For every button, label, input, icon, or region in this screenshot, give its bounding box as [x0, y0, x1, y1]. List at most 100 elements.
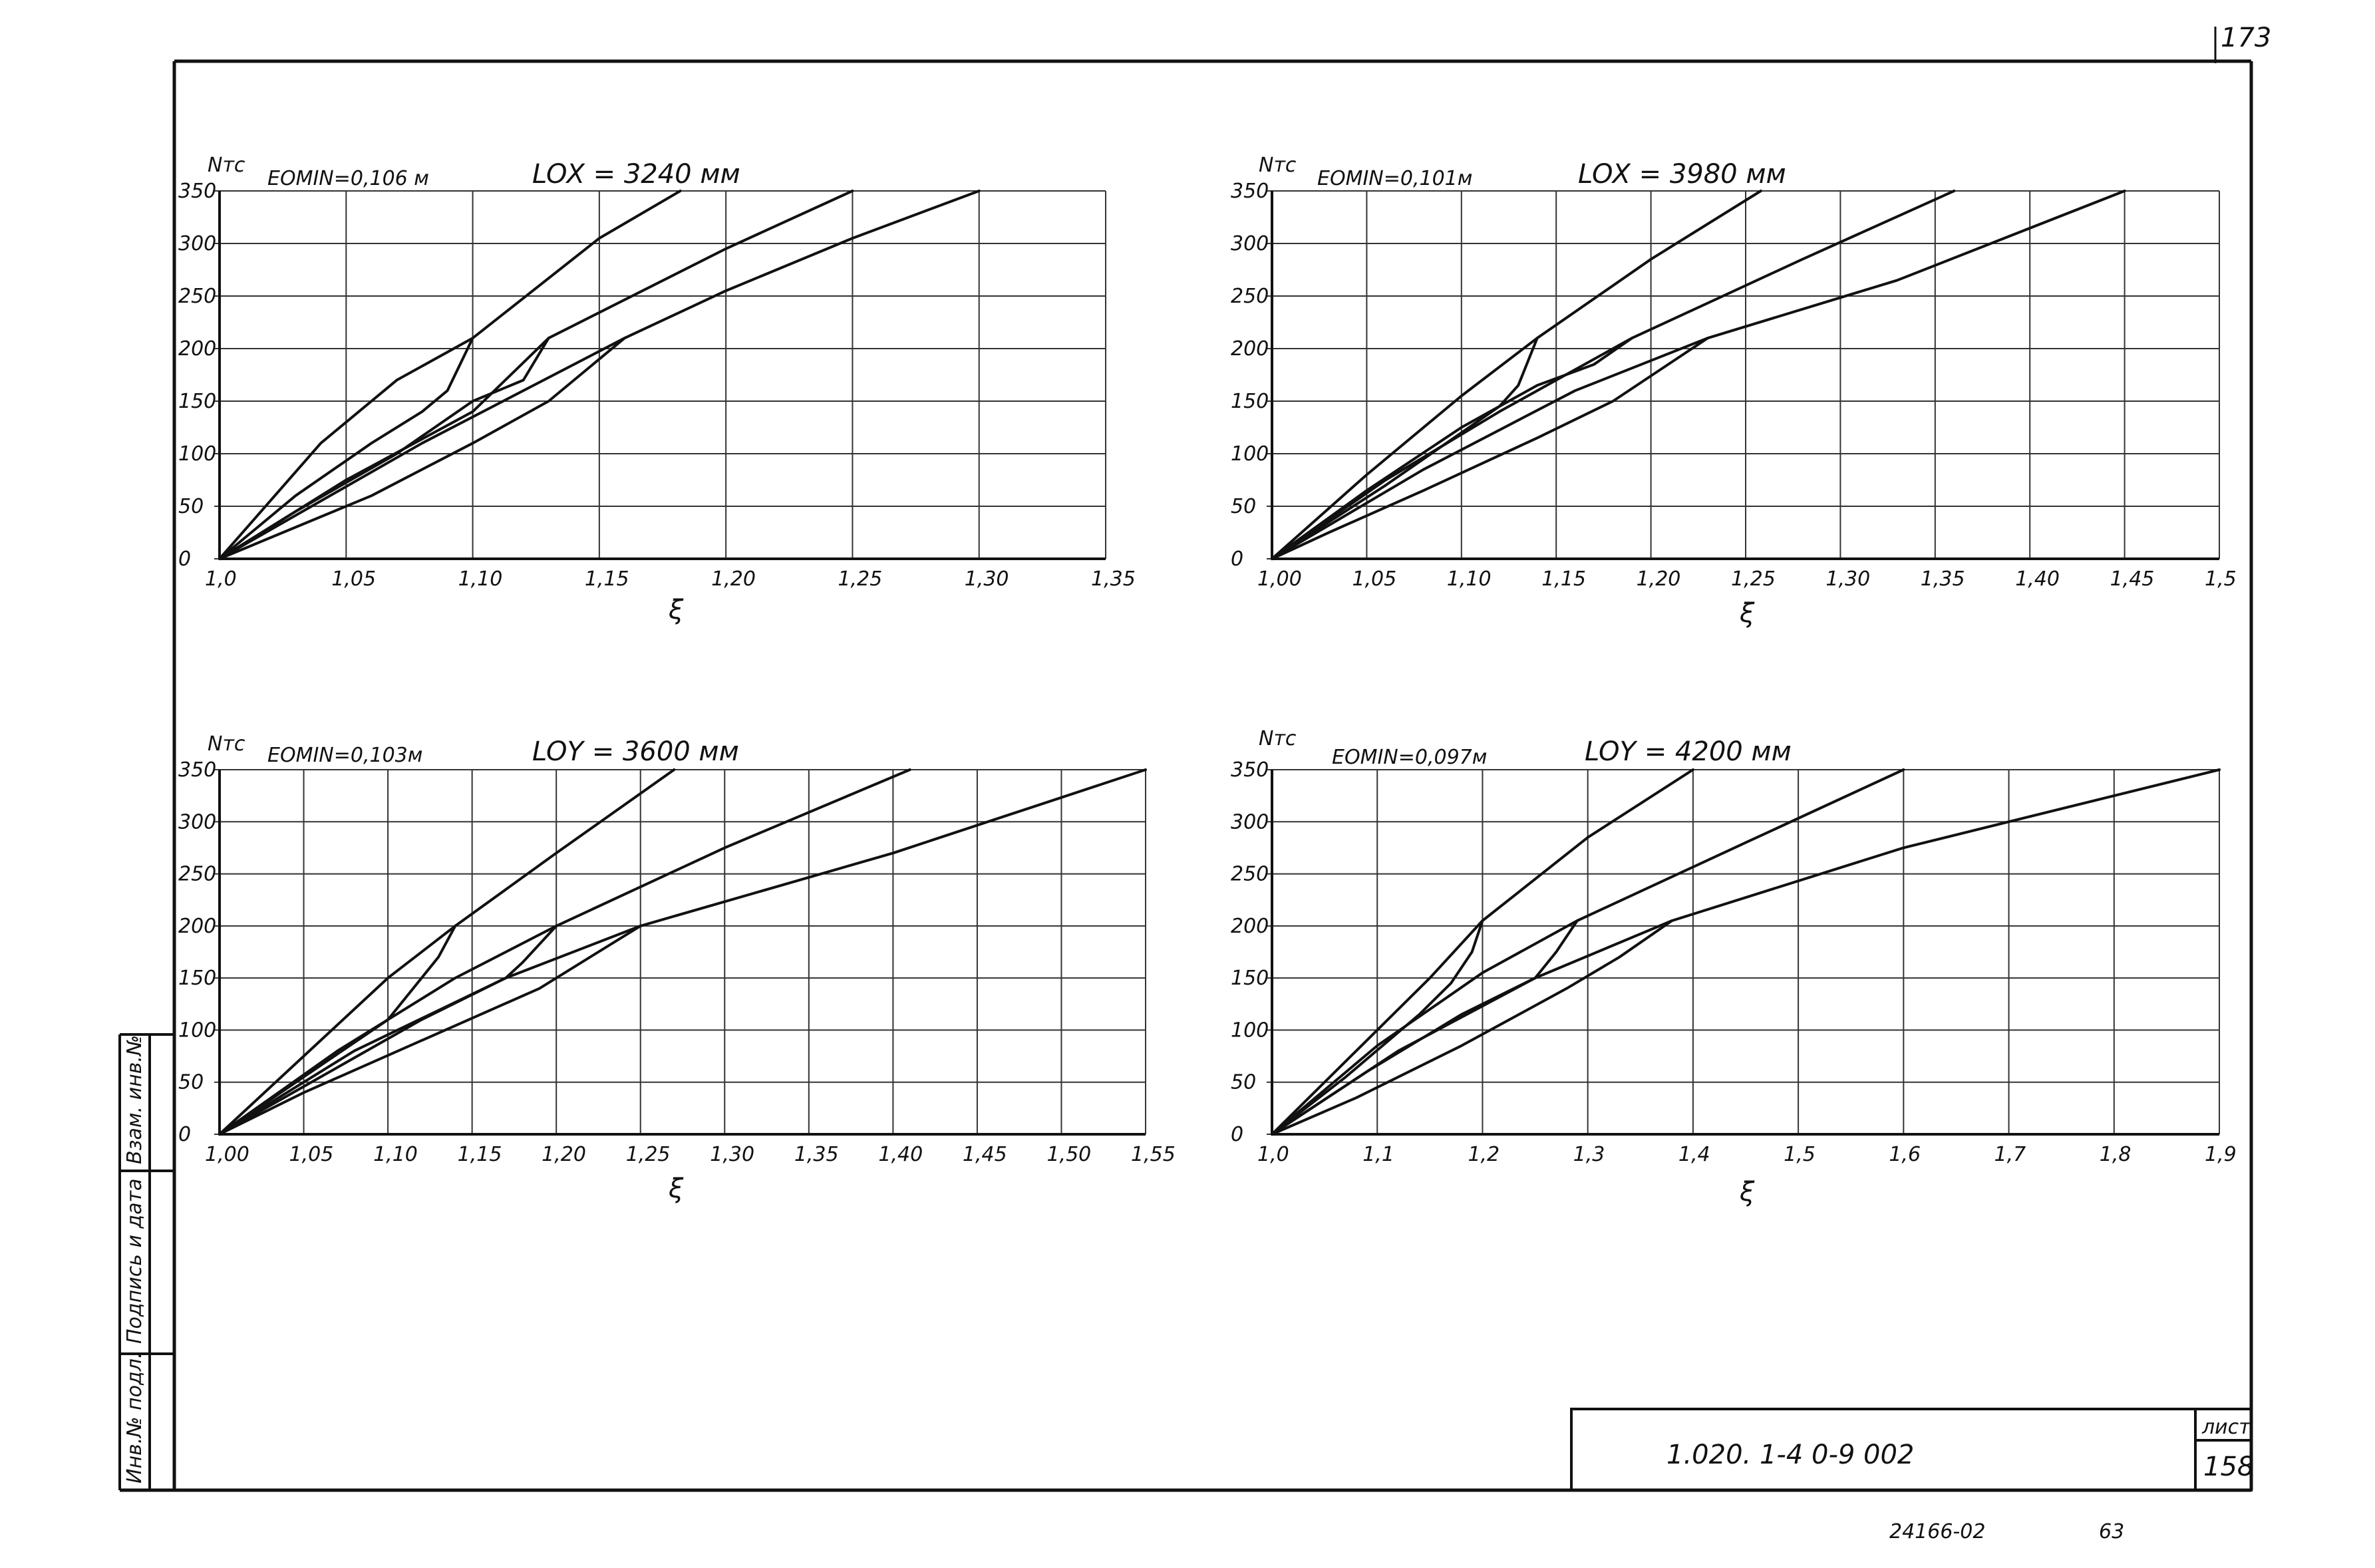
- x-tick-label: 1,8: [2100, 1143, 2132, 1166]
- x-tick-label: 1,40: [878, 1143, 923, 1166]
- chart-panel: 1,00 1,05 1,10 1,15 1,20 1,25 1,30 1,35 1,40 1,45…: [1231, 154, 2237, 629]
- y-axis-label: Nтс: [1259, 154, 1297, 177]
- stamp-signature-date: Подпись и дата: [123, 1179, 146, 1344]
- series-line-3: [1271, 768, 1905, 1136]
- chart-grid: [1267, 769, 2220, 1136]
- series-line-6: [218, 924, 642, 1136]
- y-tick-label: 250: [178, 285, 216, 308]
- x-tick-label: 1,10: [373, 1143, 418, 1166]
- y-tick-label: 250: [1231, 863, 1269, 886]
- x-tick-label: 1,25: [626, 1143, 671, 1166]
- series-line-4: [218, 337, 550, 560]
- chart-curves: [1271, 768, 2221, 1136]
- x-tick-labels: 1,00 1,05 1,10 1,15 1,20 1,25 1,30 1,35 1,40 1,45…: [1257, 567, 2237, 591]
- series-line-5: [218, 190, 981, 560]
- x-tick-labels: 1,0 1,05 1,10 1,15 1,20 1,25 1,30 1,35: [205, 567, 1136, 591]
- x-tick-label: 1,3: [1573, 1143, 1605, 1166]
- x-tick-label: 1,15: [585, 567, 629, 591]
- series-line-6: [1271, 337, 1709, 560]
- x-tick-label: 1,25: [838, 567, 882, 591]
- chart-grid: [214, 190, 1106, 560]
- series-line-4: [1271, 337, 1634, 560]
- chart-curves: [218, 190, 981, 560]
- series-line-3: [218, 768, 911, 1136]
- chart-panel: 1,0 1,1 1,2 1,3 1,4 1,5 1,6 1,7 1,8 1,9 0 50 100 150…: [1231, 727, 2237, 1207]
- y-tick-label: 50: [178, 1071, 204, 1094]
- x-tick-label: 1,4: [1678, 1143, 1710, 1166]
- x-tick-labels: 1,0 1,1 1,2 1,3 1,4 1,5 1,6 1,7 1,8 1,9: [1257, 1143, 2237, 1166]
- y-tick-label: 350: [1231, 180, 1269, 203]
- y-tick-label: 0: [1231, 548, 1243, 571]
- x-axis-label: ξ: [1739, 1177, 1755, 1207]
- page-number: 173: [2221, 23, 2271, 53]
- x-tick-label: 1,50: [1046, 1143, 1091, 1166]
- chart-panel: 1,0 1,05 1,10 1,15 1,20 1,25 1,30 1,35 0 50 100 15…: [178, 154, 1136, 625]
- series-line-5: [218, 768, 1147, 1136]
- x-tick-label: 1,5: [1784, 1143, 1816, 1166]
- stamp-orig-inv: Инв.№ подл.: [123, 1352, 146, 1484]
- y-tick-label: 350: [1231, 758, 1269, 782]
- chart-subtitle: LOX = 3980 мм: [1578, 159, 1786, 190]
- sheet-number: 158: [2203, 1452, 2254, 1482]
- chart-subtitle: LOY = 4200 мм: [1585, 736, 1792, 767]
- y-tick-labels: 0 50 100 150 200 250 300 350: [178, 180, 216, 571]
- y-axis-label: Nтс: [208, 154, 245, 177]
- y-tick-label: 100: [1231, 442, 1269, 466]
- y-tick-label: 0: [178, 548, 191, 571]
- series-line-5: [1271, 768, 2221, 1136]
- x-tick-label: 1,0: [1257, 1143, 1289, 1166]
- sheet-frame: [120, 27, 2253, 1492]
- series-line-4: [1271, 919, 1579, 1136]
- series-line-2: [218, 337, 474, 560]
- x-tick-label: 1,45: [2110, 567, 2155, 591]
- chart-title: EOMIN=0,097м: [1332, 746, 1487, 769]
- y-tick-labels: 0 50 100 150 200 250 300 350: [1231, 180, 1269, 571]
- series-line-2: [218, 924, 457, 1136]
- y-tick-label: 100: [178, 1019, 216, 1042]
- series-line-6: [1271, 919, 1674, 1136]
- title-block: 1.020. 1-4 0-9 002 лист 158: [1570, 1408, 2254, 1491]
- x-tick-label: 1,5: [2205, 567, 2237, 591]
- y-tick-label: 300: [1231, 810, 1269, 834]
- x-tick-label: 1,35: [1921, 567, 1965, 591]
- y-tick-labels: 0 50 100 150 200 250 300 350: [178, 758, 216, 1146]
- chart-curves: [1271, 190, 2126, 560]
- chart-subtitle: LOX = 3240 мм: [532, 159, 740, 190]
- y-tick-label: 150: [178, 390, 216, 413]
- y-tick-label: 100: [1231, 1019, 1269, 1042]
- y-tick-label: 300: [178, 232, 216, 255]
- series-line-3: [218, 190, 854, 560]
- y-tick-label: 350: [178, 758, 216, 782]
- x-tick-label: 1,30: [710, 1143, 754, 1166]
- y-tick-label: 50: [178, 495, 204, 518]
- y-tick-label: 300: [178, 810, 216, 834]
- series-line-1: [218, 768, 676, 1136]
- y-tick-label: 0: [178, 1123, 191, 1146]
- x-tick-label: 1,35: [794, 1143, 839, 1166]
- x-axis-label: ξ: [1739, 598, 1755, 629]
- y-tick-label: 150: [1231, 390, 1269, 413]
- x-tick-label: 1,05: [331, 567, 376, 591]
- y-tick-label: 150: [1231, 967, 1269, 990]
- chart-title: EOMIN=0,106 м: [267, 167, 429, 190]
- chart-curves: [218, 768, 1147, 1136]
- x-tick-label: 1,00: [205, 1143, 249, 1166]
- x-tick-label: 1,40: [2015, 567, 2060, 591]
- x-tick-label: 1,20: [1637, 567, 1681, 591]
- x-tick-label: 1,15: [1541, 567, 1586, 591]
- x-tick-label: 1,6: [1889, 1143, 1921, 1166]
- series-line-2: [1271, 919, 1484, 1136]
- x-tick-label: 1,45: [963, 1143, 1007, 1166]
- series-line-1: [1271, 768, 1694, 1136]
- y-tick-label: 300: [1231, 232, 1269, 255]
- chart-grid: [214, 769, 1146, 1136]
- x-tick-label: 1,05: [1352, 567, 1396, 591]
- sheet-label: лист: [2201, 1416, 2251, 1439]
- x-tick-label: 1,30: [965, 567, 1009, 591]
- y-tick-label: 200: [1231, 915, 1269, 938]
- chart-title: EOMIN=0,103м: [267, 744, 422, 767]
- y-tick-label: 200: [178, 337, 216, 361]
- x-tick-label: 1,10: [458, 567, 503, 591]
- x-tick-label: 1,9: [2205, 1143, 2237, 1166]
